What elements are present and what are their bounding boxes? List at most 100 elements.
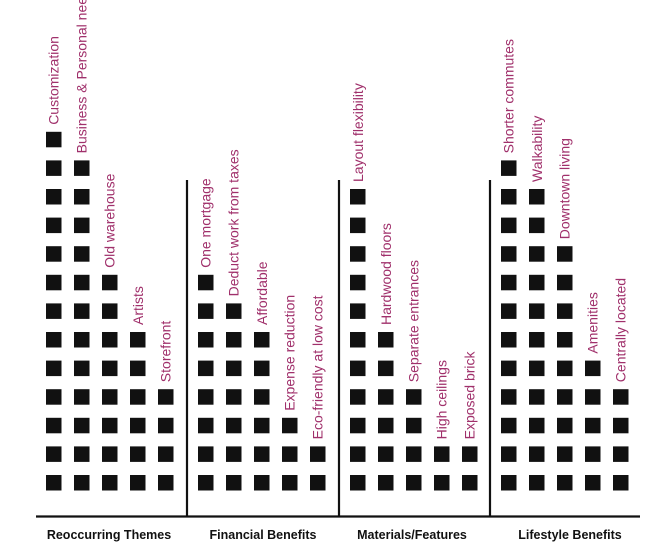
bar-label: Expense reduction (282, 295, 298, 411)
bar-label: Shorter commutes (501, 39, 517, 153)
square-mark (501, 360, 517, 377)
square-mark (585, 417, 601, 434)
square-mark (130, 360, 146, 377)
square-mark (198, 389, 214, 405)
square-mark (501, 303, 517, 319)
square-mark (102, 389, 118, 405)
square-mark (378, 446, 394, 462)
bar-label: Old warehouse (102, 173, 118, 267)
square-mark (529, 246, 545, 262)
square-mark (74, 246, 90, 262)
square-mark (585, 446, 601, 462)
square-mark (557, 332, 573, 348)
bar-label: Artists (130, 286, 146, 325)
square-mark (198, 274, 214, 291)
square-mark (130, 389, 146, 405)
square-mark (158, 417, 174, 434)
square-mark (102, 303, 118, 319)
square-mark (102, 274, 118, 291)
bar-label: Storefront (158, 321, 174, 383)
square-mark (529, 274, 545, 291)
square-mark (378, 332, 394, 348)
square-mark (254, 360, 270, 377)
square-mark (46, 274, 62, 291)
square-mark (102, 360, 118, 377)
square-mark (557, 303, 573, 319)
square-mark (501, 274, 517, 291)
bar-label: Customization (46, 36, 62, 125)
square-mark (350, 389, 366, 405)
square-mark (501, 246, 517, 262)
square-mark (198, 446, 214, 462)
square-mark (46, 360, 62, 377)
bar-label: Hardwood floors (378, 223, 394, 325)
square-mark (350, 360, 366, 377)
bar-label: Exposed brick (462, 350, 478, 439)
square-mark (585, 389, 601, 405)
square-mark (310, 475, 326, 491)
group-labels: Reoccurring Themes Financial Benefits Mate… (47, 528, 622, 542)
square-mark (158, 475, 174, 491)
square-mark (254, 475, 270, 491)
square-mark (501, 389, 517, 405)
square-mark (378, 389, 394, 405)
square-mark (226, 389, 242, 405)
square-mark (46, 131, 62, 148)
square-mark (585, 360, 601, 377)
square-mark (74, 446, 90, 462)
bar-label: Centrally located (613, 278, 629, 382)
square-mark (557, 446, 573, 462)
square-mark (557, 475, 573, 491)
square-mark (102, 475, 118, 491)
square-mark (74, 417, 90, 434)
square-mark (529, 446, 545, 462)
square-mark (254, 332, 270, 348)
square-mark (434, 475, 450, 491)
square-mark (378, 475, 394, 491)
square-mark (529, 332, 545, 348)
square-mark (198, 303, 214, 319)
square-mark (46, 189, 62, 205)
square-mark (74, 360, 90, 377)
square-mark (254, 417, 270, 434)
square-mark (130, 475, 146, 491)
square-mark (74, 475, 90, 491)
square-mark (198, 332, 214, 348)
square-mark (282, 417, 298, 434)
square-mark (613, 475, 629, 491)
square-mark (254, 446, 270, 462)
square-mark (378, 360, 394, 377)
bar-label: Eco-friendly at low cost (310, 295, 326, 439)
bar-label: Downtown living (557, 138, 573, 239)
bar-label: Separate entrances (406, 260, 422, 382)
bar-label: Amenities (585, 292, 601, 353)
square-mark (46, 389, 62, 405)
square-mark (406, 389, 422, 405)
square-mark (406, 417, 422, 434)
group-separators (185, 180, 492, 517)
square-mark (350, 274, 366, 291)
bar-label: Affordable (254, 261, 270, 325)
square-mark (282, 475, 298, 491)
square-mark (529, 417, 545, 434)
square-mark (310, 446, 326, 462)
square-mark (501, 160, 517, 176)
bar-label: Deduct work from taxes (226, 149, 242, 296)
square-mark (501, 189, 517, 205)
bar-label: High ceilings (434, 360, 450, 439)
square-mark (46, 475, 62, 491)
square-mark (529, 189, 545, 205)
square-mark (350, 446, 366, 462)
square-mark (46, 417, 62, 434)
square-mark (434, 446, 450, 462)
chart-squares (46, 131, 629, 491)
square-mark (350, 217, 366, 234)
square-mark (102, 332, 118, 348)
square-mark (130, 417, 146, 434)
square-mark (74, 303, 90, 319)
square-mark (46, 446, 62, 462)
square-mark (350, 332, 366, 348)
square-mark (529, 360, 545, 377)
square-mark (46, 303, 62, 319)
